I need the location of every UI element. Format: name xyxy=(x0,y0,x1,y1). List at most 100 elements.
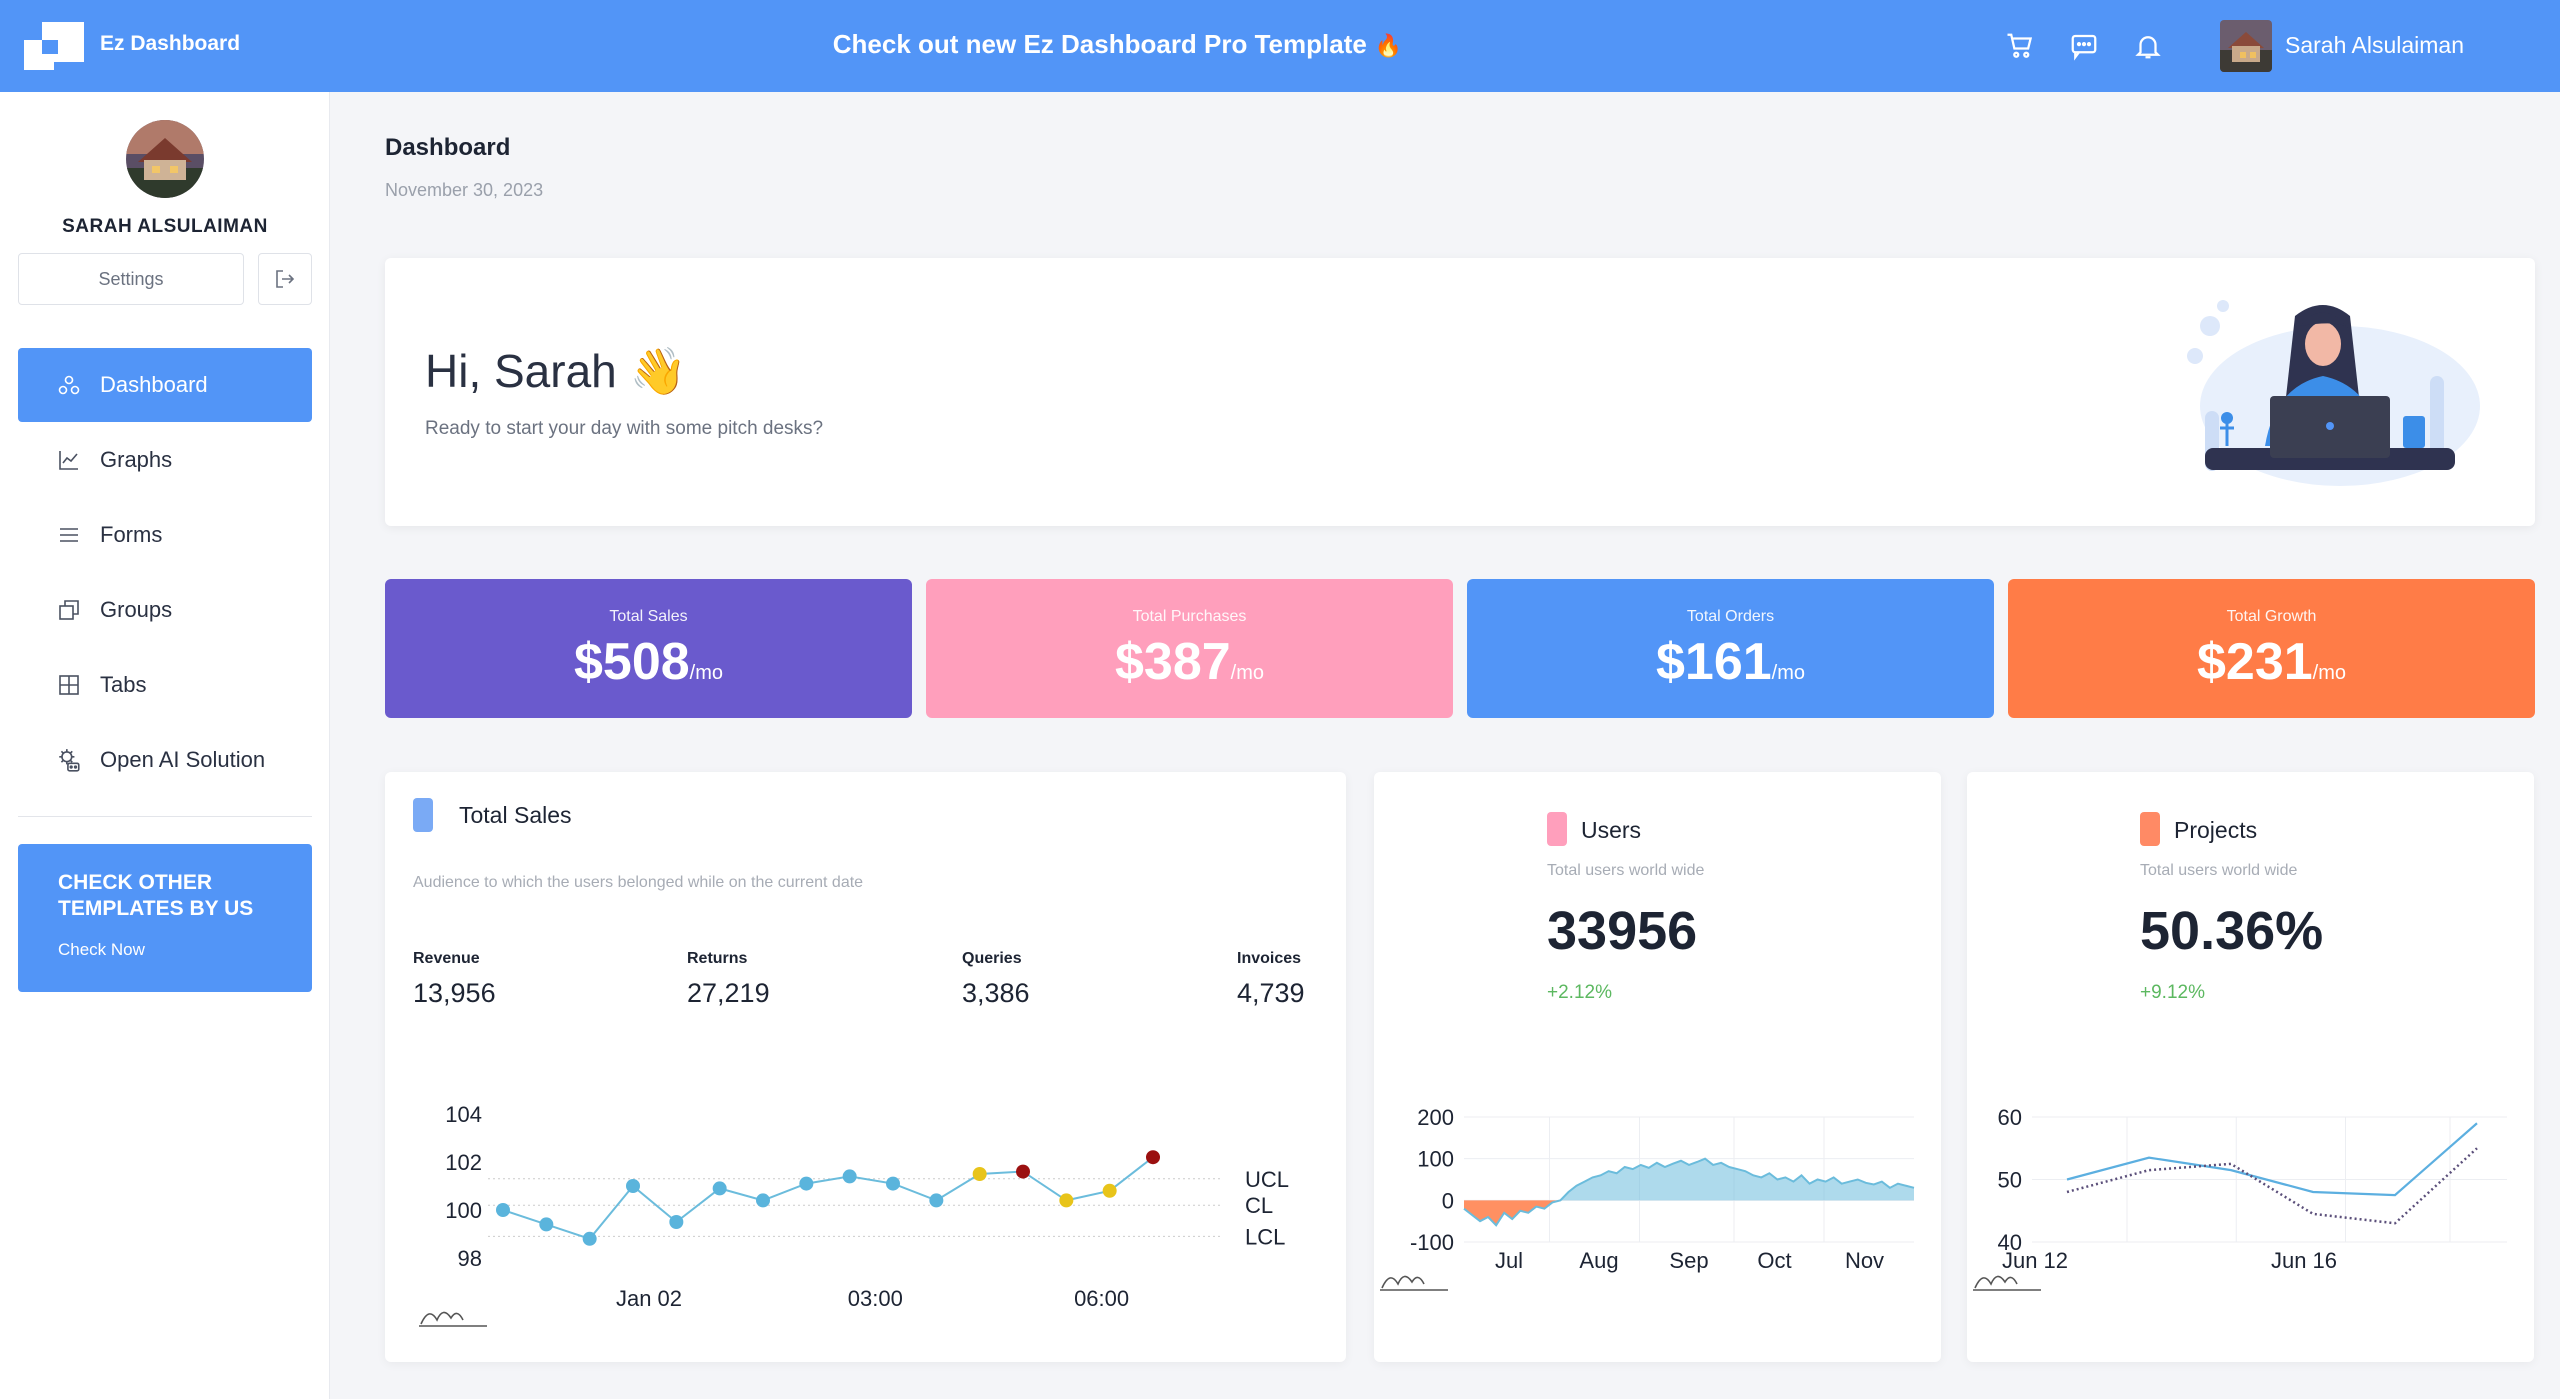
projects-marker xyxy=(2140,812,2160,846)
data-point xyxy=(626,1179,640,1193)
data-point xyxy=(842,1169,857,1184)
projects-card: Projects Total users world wide 50.36% +… xyxy=(1967,772,2534,1362)
app-name[interactable]: Ez Dashboard xyxy=(100,32,241,55)
stat-value: $231/mo xyxy=(2196,633,2347,691)
x-tick-label: Jun 16 xyxy=(2271,1248,2337,1273)
chart-logo-icon xyxy=(1973,1275,2041,1291)
sidebar-item-dashboard[interactable]: Dashboard xyxy=(18,348,312,422)
data-point xyxy=(929,1193,944,1208)
other-templates-card[interactable]: CHECK OTHER TEMPLATES BY US Check Now xyxy=(18,844,312,992)
series-line xyxy=(1463,1157,1915,1227)
sidebar-item-tabs[interactable]: Tabs xyxy=(18,648,312,722)
y-tick-label: 100 xyxy=(1417,1147,1454,1172)
metric-value: 13,956 xyxy=(413,978,496,1008)
sidebar-nav: Dashboard Graphs Forms Groups Tabs Open … xyxy=(18,348,312,798)
y-tick-label: 0 xyxy=(1442,1188,1454,1213)
chart-logo-icon xyxy=(419,1311,487,1327)
stat-label: Total Orders xyxy=(1686,608,1775,625)
sidebar-item-open-ai-solution[interactable]: Open AI Solution xyxy=(18,723,312,797)
stat-card-total-purchases[interactable]: Total Purchases $387/mo xyxy=(926,579,1453,718)
stat-label: Total Sales xyxy=(609,608,688,625)
check-now-link[interactable]: Check Now xyxy=(58,940,145,959)
data-point xyxy=(1059,1193,1074,1208)
sidebar-user-name: SARAH ALSULAIMAN xyxy=(62,216,268,237)
cart-icon[interactable] xyxy=(2000,26,2040,66)
control-line-label: CL xyxy=(1245,1193,1273,1218)
stat-value: $161/mo xyxy=(1655,633,1806,691)
x-tick-label: Jun 12 xyxy=(2002,1248,2068,1273)
bell-icon[interactable] xyxy=(2128,26,2168,66)
series-line xyxy=(502,1156,1154,1240)
data-point xyxy=(539,1217,554,1232)
y-tick-label: 104 xyxy=(445,1102,482,1127)
y-tick-label: 200 xyxy=(1417,1105,1454,1130)
data-point xyxy=(886,1176,900,1191)
y-tick-label: 50 xyxy=(1998,1168,2022,1193)
metric-label: Invoices xyxy=(1237,950,1302,967)
fire-emoji: 🔥 xyxy=(1374,33,1403,58)
sidebar-item-label: Dashboard xyxy=(100,372,208,397)
sidebar-item-forms[interactable]: Forms xyxy=(18,498,312,572)
x-tick-label: Oct xyxy=(1757,1248,1791,1273)
y-tick-label: 40 xyxy=(1998,1230,2022,1255)
settings-button[interactable]: Settings xyxy=(18,253,244,305)
stat-label: Total Growth xyxy=(2226,608,2317,625)
logout-button[interactable] xyxy=(258,253,312,305)
chat-icon[interactable] xyxy=(2064,26,2104,66)
sidebar-item-graphs[interactable]: Graphs xyxy=(18,423,312,497)
stat-card-total-growth[interactable]: Total Growth $231/mo xyxy=(2008,579,2535,718)
projects-value: 50.36% xyxy=(2140,901,2324,961)
users-marker xyxy=(1547,812,1567,846)
working-woman-illustration xyxy=(2187,300,2480,486)
line-chart-icon xyxy=(56,447,82,473)
top-avatar[interactable] xyxy=(2220,20,2272,72)
sidebar-divider xyxy=(18,816,312,817)
list-icon xyxy=(56,522,82,548)
stat-label: Total Purchases xyxy=(1132,608,1247,625)
x-tick-label: Sep xyxy=(1669,1248,1708,1273)
metric-value: 3,386 xyxy=(962,978,1030,1008)
users-card: Users Total users world wide 33956 +2.12… xyxy=(1374,772,1941,1362)
data-point xyxy=(1102,1183,1117,1198)
projects-subtitle: Total users world wide xyxy=(2140,862,2298,879)
page-date: November 30, 2023 xyxy=(385,180,544,200)
data-point xyxy=(799,1176,814,1191)
greeting: Hi, Sarah 👋 xyxy=(425,345,687,397)
robot-icon xyxy=(56,747,82,773)
total-sales-marker xyxy=(413,798,433,832)
control-line-label: UCL xyxy=(1245,1167,1289,1192)
users-area-chart[interactable]: 200 100 0 -100 Jul Aug Sep Oct Nov xyxy=(1374,772,1941,1362)
sidebar-item-groups[interactable]: Groups xyxy=(18,573,312,647)
dashboard-icon xyxy=(56,372,82,398)
sidebar: SARAH ALSULAIMAN Settings Dashboard Grap… xyxy=(0,92,330,1399)
total-sales-subtitle: Audience to which the users belonged whi… xyxy=(413,874,864,891)
x-tick-label: 06:00 xyxy=(1074,1286,1129,1311)
welcome-card: Hi, Sarah 👋 Ready to start your day with… xyxy=(385,258,2535,526)
ez-logo[interactable] xyxy=(24,22,86,70)
data-point xyxy=(972,1167,987,1181)
data-point xyxy=(1146,1150,1160,1165)
total-sales-card: Total Sales Audience to which the users … xyxy=(385,772,1346,1362)
metric-label: Revenue xyxy=(413,950,480,967)
y-tick-label: 102 xyxy=(445,1150,482,1175)
promo-link[interactable]: Check out new Ez Dashboard Pro Template 🔥 xyxy=(832,29,1403,59)
stat-card-total-orders[interactable]: Total Orders $161/mo xyxy=(1467,579,1994,718)
users-value: 33956 xyxy=(1547,901,1698,961)
sidebar-item-label: Forms xyxy=(100,522,163,547)
data-point xyxy=(669,1215,684,1229)
x-tick-label: Nov xyxy=(1845,1248,1884,1273)
data-point xyxy=(756,1193,770,1208)
sidebar-item-label: Graphs xyxy=(100,447,173,472)
metric-label: Queries xyxy=(962,950,1022,967)
sidebar-item-label: Groups xyxy=(100,597,173,622)
data-point xyxy=(712,1181,727,1196)
stat-card-total-sales[interactable]: Total Sales $508/mo xyxy=(385,579,912,718)
grid-icon xyxy=(56,672,82,698)
page-title: Dashboard xyxy=(385,134,511,161)
users-delta: +2.12% xyxy=(1547,982,1612,1003)
y-tick-label: -100 xyxy=(1410,1230,1454,1255)
sidebar-item-label: Tabs xyxy=(100,672,147,697)
top-user-name[interactable]: Sarah Alsulaiman xyxy=(2285,32,2464,58)
